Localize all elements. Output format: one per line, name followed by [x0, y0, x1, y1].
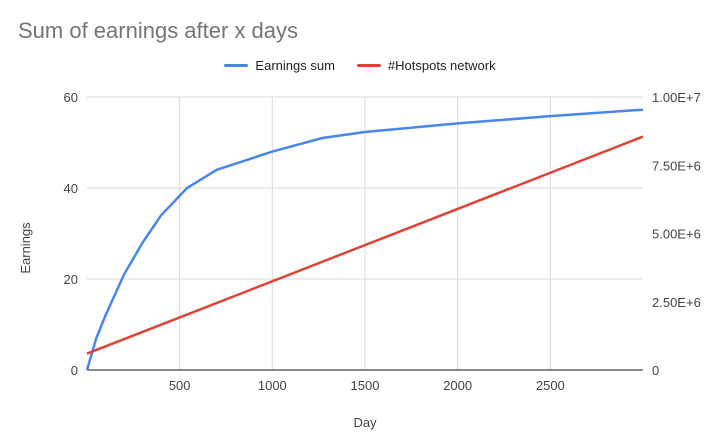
x-axis-title: Day — [353, 415, 377, 430]
x-tick-label: 2500 — [536, 378, 565, 393]
x-tick-label: 500 — [169, 378, 191, 393]
y-axis-title: Earnings — [18, 222, 33, 274]
chart-title: Sum of earnings after x days — [18, 18, 299, 43]
legend-swatch — [356, 64, 381, 67]
legend-item-hotspots-network[interactable]: #Hotspots network — [356, 58, 496, 73]
series-line-hotspots-network — [86, 135, 644, 355]
y-tick-label: 40 — [64, 181, 78, 196]
legend-label: Earnings sum — [255, 58, 335, 73]
y2-tick-label: 1.00E+7 — [652, 90, 701, 105]
y2-tick-label: 0 — [652, 363, 659, 378]
x-tick-label: 2000 — [443, 378, 472, 393]
y-tick-label: 20 — [64, 272, 78, 287]
y2-tick-label: 7.50E+6 — [652, 158, 701, 173]
legend-label: #Hotspots network — [387, 58, 496, 73]
y2-tick-label: 2.50E+6 — [652, 295, 701, 310]
legend: Earnings sum #Hotspots network — [0, 58, 720, 73]
y2-tick-label: 5.00E+6 — [652, 227, 701, 242]
legend-swatch — [224, 64, 249, 67]
y-tick-label: 60 — [64, 90, 78, 105]
x-tick-label: 1000 — [258, 378, 287, 393]
series-line-earnings-sum — [85, 108, 644, 371]
x-tick-label: 1500 — [351, 378, 380, 393]
legend-item-earnings-sum[interactable]: Earnings sum — [224, 58, 335, 73]
y-tick-label: 0 — [71, 363, 78, 378]
